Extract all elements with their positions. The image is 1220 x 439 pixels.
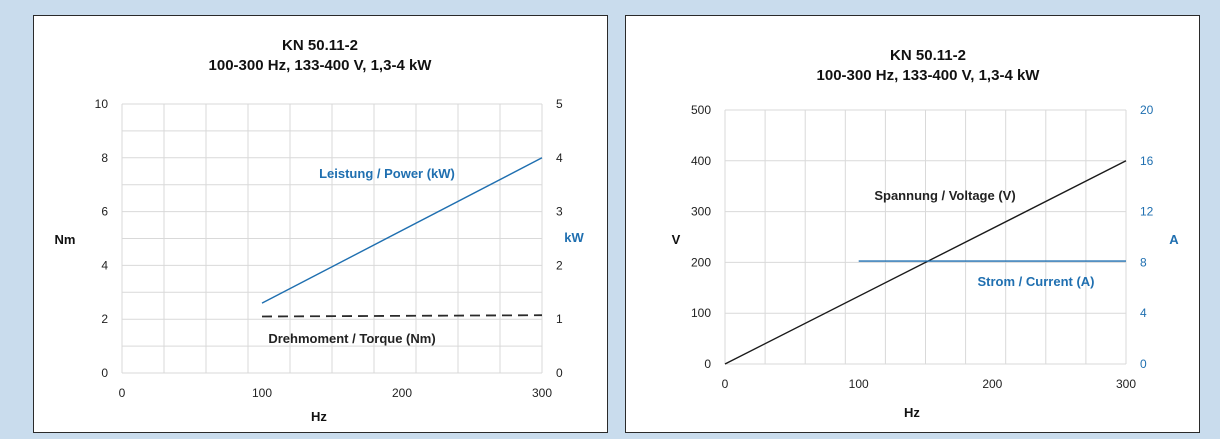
y2-axis-label: kW xyxy=(564,230,584,245)
x-tick-label: 0 xyxy=(722,377,729,391)
y2-tick-label: 20 xyxy=(1140,103,1154,117)
y2-tick-label: 1 xyxy=(556,312,563,326)
torque-series-label: Drehmoment / Torque (Nm) xyxy=(268,331,435,346)
y-tick-label: 6 xyxy=(101,205,108,219)
y-tick-label: 300 xyxy=(691,205,711,219)
y2-axis-label: A xyxy=(1169,232,1179,247)
x-tick-label: 100 xyxy=(849,377,869,391)
y-tick-label: 500 xyxy=(691,103,711,117)
torque-power-chart-panel: KN 50.11-2 100-300 Hz, 133-400 V, 1,3-4 … xyxy=(33,15,608,433)
y2-tick-label: 5 xyxy=(556,97,563,111)
series-line xyxy=(261,314,543,318)
y2-tick-label: 4 xyxy=(1140,306,1147,320)
voltage-series-label: Spannung / Voltage (V) xyxy=(874,188,1015,203)
y-axis-label: Nm xyxy=(55,232,76,247)
y2-tick-label: 0 xyxy=(1140,357,1147,371)
y-axis-label: V xyxy=(672,232,681,247)
x-tick-label: 300 xyxy=(532,386,552,400)
y-tick-label: 200 xyxy=(691,255,711,269)
torque-power-chart: KN 50.11-2 100-300 Hz, 133-400 V, 1,3-4 … xyxy=(55,37,585,424)
y-tick-label: 400 xyxy=(691,154,711,168)
y2-tick-label: 16 xyxy=(1140,154,1154,168)
voltage-current-chart: KN 50.11-2 100-300 Hz, 133-400 V, 1,3-4 … xyxy=(672,47,1180,420)
y-tick-label: 2 xyxy=(101,312,108,326)
x-tick-label: 200 xyxy=(982,377,1002,391)
x-tick-label: 300 xyxy=(1116,377,1136,391)
y-tick-label: 0 xyxy=(704,357,711,371)
chart-title: KN 50.11-2 xyxy=(890,47,966,64)
x-tick-label: 0 xyxy=(119,386,126,400)
y-tick-label: 0 xyxy=(101,366,108,380)
x-tick-label: 100 xyxy=(252,386,272,400)
y-tick-label: 10 xyxy=(95,97,109,111)
y-tick-label: 100 xyxy=(691,306,711,320)
chart-subtitle: 100-300 Hz, 133-400 V, 1,3-4 kW xyxy=(209,57,433,74)
y-tick-label: 4 xyxy=(101,258,108,272)
y2-tick-label: 4 xyxy=(556,151,563,165)
y-tick-label: 8 xyxy=(101,151,108,165)
current-series-label: Strom / Current (A) xyxy=(978,274,1095,289)
voltage-current-chart-panel: KN 50.11-2 100-300 Hz, 133-400 V, 1,3-4 … xyxy=(625,15,1200,433)
series-line xyxy=(261,157,543,304)
y2-tick-label: 0 xyxy=(556,366,563,380)
x-axis-label: Hz xyxy=(311,409,327,424)
y2-tick-label: 8 xyxy=(1140,255,1147,269)
chart-subtitle: 100-300 Hz, 133-400 V, 1,3-4 kW xyxy=(817,67,1041,84)
series-line xyxy=(724,160,1127,365)
y2-tick-label: 12 xyxy=(1140,205,1154,219)
x-tick-label: 200 xyxy=(392,386,412,400)
y2-tick-label: 3 xyxy=(556,205,563,219)
y2-tick-label: 2 xyxy=(556,258,563,272)
chart-title: KN 50.11-2 xyxy=(282,37,358,54)
power-series-label: Leistung / Power (kW) xyxy=(319,166,455,181)
x-axis-label: Hz xyxy=(904,405,920,420)
